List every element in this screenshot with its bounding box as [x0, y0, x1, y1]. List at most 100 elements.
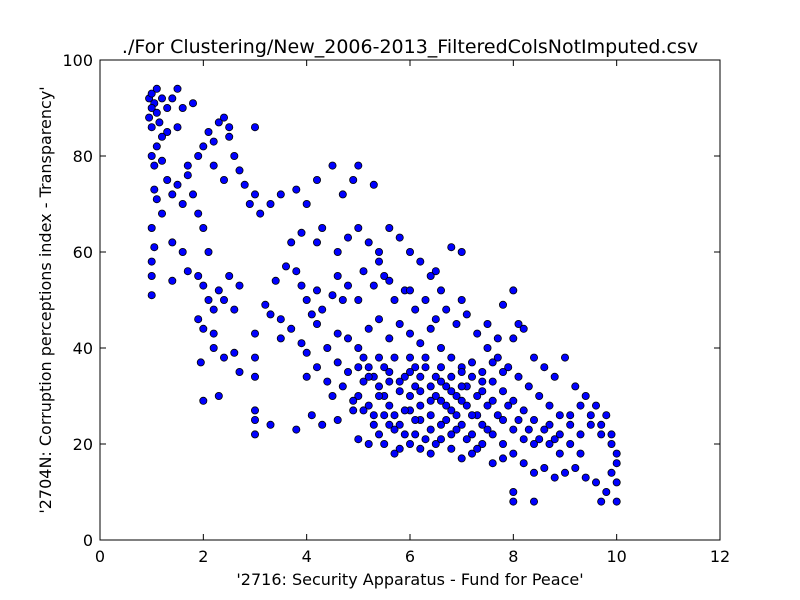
data-point — [540, 425, 549, 434]
data-point — [395, 377, 404, 386]
data-point — [612, 497, 621, 506]
data-point — [426, 271, 435, 280]
data-point — [566, 411, 575, 420]
data-point — [442, 415, 451, 424]
data-point — [276, 334, 285, 343]
points-layer — [145, 84, 621, 506]
data-point — [168, 190, 177, 199]
data-point — [307, 310, 316, 319]
data-point — [145, 113, 154, 122]
data-point — [442, 382, 451, 391]
data-point — [504, 363, 513, 372]
data-point — [467, 449, 476, 458]
data-point — [519, 406, 528, 415]
data-point — [535, 391, 544, 400]
data-point — [354, 295, 363, 304]
data-point — [436, 396, 445, 405]
data-point — [188, 99, 197, 108]
data-point — [540, 363, 549, 372]
data-point — [509, 497, 518, 506]
data-point — [442, 401, 451, 410]
data-point — [519, 435, 528, 444]
data-point — [302, 295, 311, 304]
data-point — [498, 300, 507, 309]
data-point — [152, 195, 161, 204]
data-point — [163, 175, 172, 184]
data-point — [535, 435, 544, 444]
data-point — [312, 238, 321, 247]
data-point — [540, 463, 549, 472]
data-point — [431, 267, 440, 276]
data-point — [312, 175, 321, 184]
data-point — [364, 324, 373, 333]
data-point — [442, 305, 451, 314]
y-tick-label: 100 — [62, 51, 93, 70]
data-point — [235, 281, 244, 290]
data-point — [297, 281, 306, 290]
y-tick-label: 80 — [73, 147, 93, 166]
data-point — [364, 439, 373, 448]
data-point — [483, 401, 492, 410]
data-point — [457, 367, 466, 376]
data-point — [380, 411, 389, 420]
data-point — [194, 209, 203, 218]
data-point — [312, 286, 321, 295]
x-tick-label: 10 — [606, 547, 626, 566]
data-point — [530, 439, 539, 448]
data-point — [318, 223, 327, 232]
data-point — [297, 339, 306, 348]
data-point — [561, 468, 570, 477]
data-point — [204, 127, 213, 136]
data-point — [374, 315, 383, 324]
data-point — [576, 449, 585, 458]
data-point — [467, 358, 476, 367]
data-point — [380, 439, 389, 448]
data-point — [514, 415, 523, 424]
data-point — [318, 305, 327, 314]
data-point — [359, 406, 368, 415]
y-axis-title: '2704N: Corruption perceptions index - T… — [36, 86, 55, 513]
data-point — [467, 430, 476, 439]
data-point — [168, 276, 177, 285]
data-point — [602, 411, 611, 420]
data-point — [395, 387, 404, 396]
data-point — [157, 132, 166, 141]
data-point — [426, 411, 435, 420]
data-point — [509, 286, 518, 295]
data-point — [328, 291, 337, 300]
data-point — [214, 118, 223, 127]
data-point — [504, 401, 513, 410]
data-point — [380, 363, 389, 372]
data-point — [405, 367, 414, 376]
data-point — [312, 363, 321, 372]
data-point — [155, 118, 164, 127]
data-point — [302, 372, 311, 381]
data-point — [431, 391, 440, 400]
data-point — [571, 463, 580, 472]
data-point — [488, 396, 497, 405]
data-point — [209, 161, 218, 170]
data-point — [333, 247, 342, 256]
data-point — [452, 411, 461, 420]
data-point — [473, 444, 482, 453]
data-point — [323, 377, 332, 386]
data-point — [509, 334, 518, 343]
data-point — [157, 209, 166, 218]
data-point — [447, 372, 456, 381]
data-point — [416, 372, 425, 381]
data-point — [550, 473, 559, 482]
data-point — [405, 439, 414, 448]
data-point — [405, 286, 414, 295]
data-point — [173, 180, 182, 189]
data-point — [426, 425, 435, 434]
data-point — [230, 348, 239, 357]
data-point — [612, 449, 621, 458]
data-point — [147, 151, 156, 160]
y-axis: 0 20 40 60 80 100 — [62, 51, 720, 550]
data-point — [333, 415, 342, 424]
data-point — [431, 315, 440, 324]
data-point — [173, 123, 182, 132]
data-point — [178, 247, 187, 256]
data-point — [343, 281, 352, 290]
data-point — [447, 430, 456, 439]
